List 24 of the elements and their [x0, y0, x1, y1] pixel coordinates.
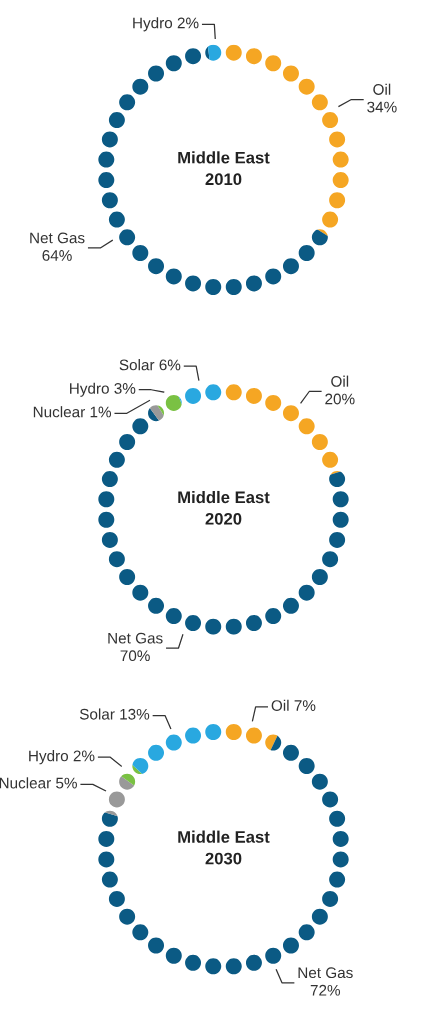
text: 2010 [205, 173, 242, 186]
slice-label: Nuclear 1% [33, 406, 112, 418]
slice-label: Net Gas [298, 967, 353, 979]
data-label: 64% [42, 250, 72, 261]
data-label: 72% [310, 984, 341, 996]
data-label: 70% [120, 650, 150, 662]
slice-label: Net Gas [108, 632, 163, 644]
text: 2030 [205, 852, 242, 865]
slice-label: Oil 7% [271, 699, 316, 711]
slice-label: Solar 6% [119, 359, 181, 371]
text: Middle East [178, 151, 270, 164]
text: 2020 [205, 512, 242, 525]
text: Middle East [178, 490, 270, 504]
data-label: 20% [325, 393, 355, 405]
data-label: 34% [367, 101, 397, 113]
slice-label: Hydro 3% [70, 382, 136, 397]
text: Middle East [178, 830, 270, 843]
slice-label: Net Gas [30, 232, 85, 244]
slice-label: Oil [331, 375, 349, 387]
slice-label: Hydro 2% [29, 750, 95, 765]
slice-label: Hydro 2% [133, 17, 199, 32]
slice-label: Nuclear 5% [0, 777, 77, 789]
slice-label: Oil [373, 83, 391, 95]
slice-label: Solar 13% [79, 708, 150, 720]
